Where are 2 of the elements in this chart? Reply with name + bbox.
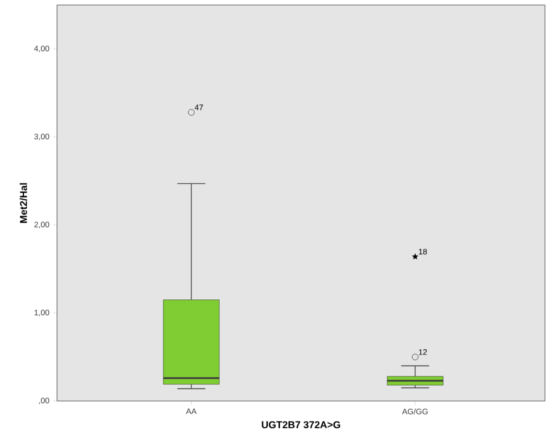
y-axis-title: Met2/Hal	[20, 183, 28, 223]
x-axis-title: UGT2B7 372A>G	[262, 421, 340, 428]
